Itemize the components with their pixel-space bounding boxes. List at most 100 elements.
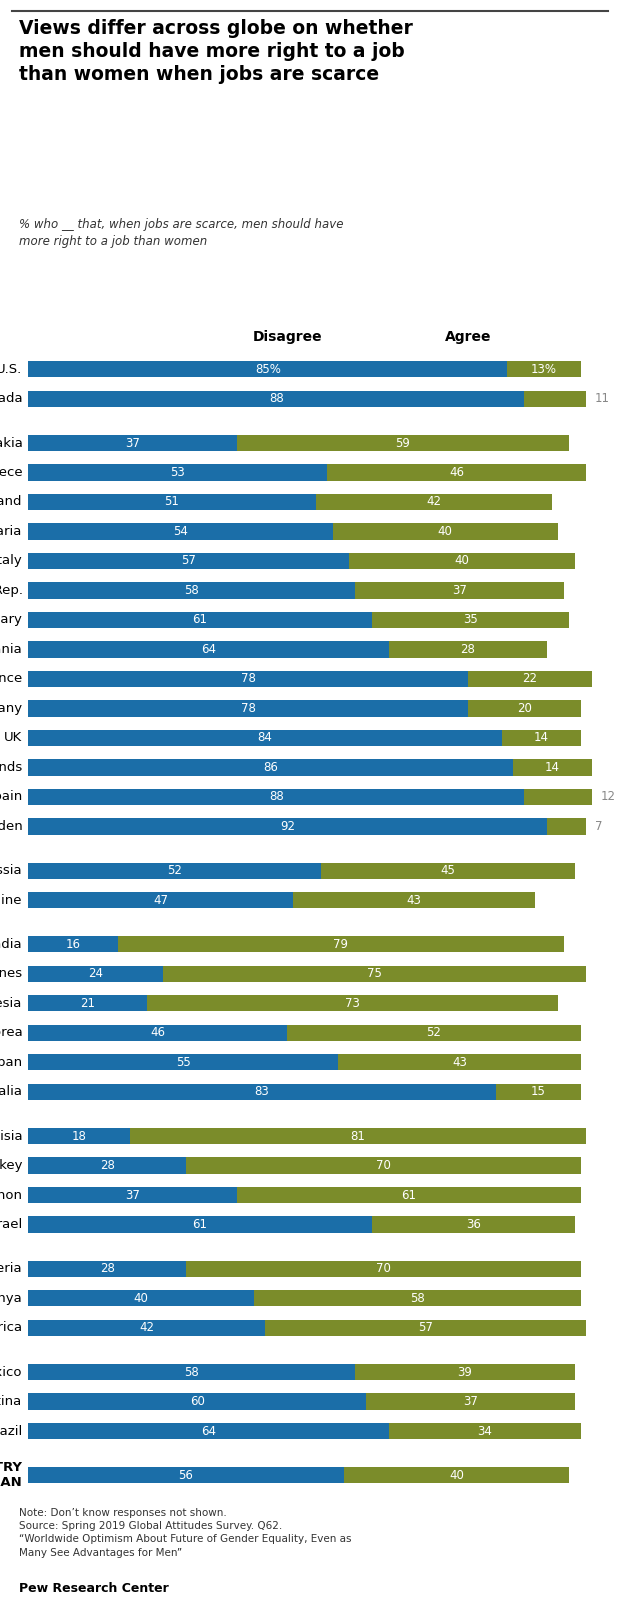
Text: 54: 54 — [173, 524, 188, 537]
Text: Slovakia: Slovakia — [0, 437, 22, 450]
Bar — [265, 1320, 586, 1336]
Text: Czech Rep.: Czech Rep. — [0, 584, 22, 597]
Text: 57: 57 — [182, 555, 197, 568]
Text: Australia: Australia — [0, 1086, 22, 1099]
Text: 28: 28 — [100, 1158, 115, 1171]
Text: Bulgaria: Bulgaria — [0, 524, 22, 537]
Text: Spain: Spain — [0, 791, 22, 804]
Text: 64: 64 — [201, 642, 216, 655]
Bar — [372, 1217, 575, 1233]
Bar — [524, 390, 586, 406]
Text: 51: 51 — [164, 495, 179, 508]
Text: 60: 60 — [190, 1395, 205, 1408]
Text: 43: 43 — [407, 893, 422, 906]
Text: Brazil: Brazil — [0, 1424, 22, 1437]
Text: Nigeria: Nigeria — [0, 1262, 22, 1275]
Bar — [28, 1364, 355, 1380]
Text: 22: 22 — [522, 673, 538, 686]
Bar — [389, 1422, 580, 1438]
Bar — [468, 701, 580, 717]
Text: 35: 35 — [463, 613, 478, 626]
Text: Lebanon: Lebanon — [0, 1189, 22, 1202]
Text: Disagree: Disagree — [252, 330, 322, 345]
Text: Lithuania: Lithuania — [0, 642, 22, 655]
Bar — [28, 1290, 254, 1306]
Text: 14: 14 — [545, 760, 560, 773]
Bar — [28, 937, 118, 953]
Text: 47: 47 — [153, 893, 168, 906]
Text: 39: 39 — [458, 1366, 472, 1379]
Text: 36: 36 — [466, 1218, 481, 1231]
Text: 37: 37 — [463, 1395, 478, 1408]
Bar — [28, 1024, 288, 1040]
Text: 88: 88 — [269, 392, 283, 404]
Text: % who __ that, when jobs are scarce, men should have
more right to a job than wo: % who __ that, when jobs are scarce, men… — [19, 218, 343, 248]
Text: 21: 21 — [80, 997, 95, 1010]
Bar — [28, 1055, 338, 1071]
Text: 75: 75 — [368, 968, 383, 981]
Text: 46: 46 — [150, 1026, 166, 1039]
Text: 12: 12 — [600, 791, 615, 804]
Text: South Korea: South Korea — [0, 1026, 22, 1039]
Bar — [332, 523, 558, 539]
Bar — [164, 966, 586, 982]
Text: 18: 18 — [71, 1129, 86, 1142]
Bar — [468, 671, 592, 688]
Bar — [186, 1157, 580, 1173]
Bar — [28, 862, 321, 879]
Text: 88: 88 — [269, 791, 283, 804]
Bar — [146, 995, 558, 1011]
Bar — [28, 892, 293, 908]
Text: 40: 40 — [438, 524, 453, 537]
Bar — [28, 819, 547, 835]
Text: 37: 37 — [125, 1189, 140, 1202]
Bar — [28, 1188, 237, 1204]
Bar — [28, 1217, 372, 1233]
Text: 52: 52 — [427, 1026, 441, 1039]
Bar — [355, 1364, 575, 1380]
Bar — [28, 553, 350, 570]
Text: 34-COUNTRY
MEDIAN: 34-COUNTRY MEDIAN — [0, 1461, 22, 1489]
Text: Indonesia: Indonesia — [0, 997, 22, 1010]
Text: 73: 73 — [345, 997, 360, 1010]
Text: Greece: Greece — [0, 466, 22, 479]
Text: 42: 42 — [139, 1322, 154, 1335]
Text: 28: 28 — [100, 1262, 115, 1275]
Text: 56: 56 — [179, 1469, 193, 1482]
Text: Germany: Germany — [0, 702, 22, 715]
Text: 46: 46 — [449, 466, 464, 479]
Text: 40: 40 — [133, 1291, 148, 1304]
Bar — [118, 937, 564, 953]
Bar — [355, 582, 564, 599]
Bar — [28, 390, 524, 406]
Bar — [28, 493, 316, 510]
Text: 58: 58 — [184, 584, 199, 597]
Text: 86: 86 — [263, 760, 278, 773]
Text: Tunisia: Tunisia — [0, 1129, 22, 1142]
Text: Mexico: Mexico — [0, 1366, 22, 1379]
Text: 59: 59 — [396, 437, 410, 450]
Bar — [28, 1084, 496, 1100]
Text: Ukraine: Ukraine — [0, 893, 22, 906]
Bar — [186, 1260, 580, 1277]
Bar — [28, 464, 327, 481]
Text: 61: 61 — [401, 1189, 416, 1202]
Text: 37: 37 — [125, 437, 140, 450]
Text: 13%: 13% — [531, 362, 557, 375]
Text: 64: 64 — [201, 1424, 216, 1437]
Bar — [237, 435, 569, 451]
Text: 78: 78 — [241, 673, 255, 686]
Text: 57: 57 — [418, 1322, 433, 1335]
Text: Note: Don’t know responses not shown.
Source: Spring 2019 Global Attitudes Surve: Note: Don’t know responses not shown. So… — [19, 1508, 351, 1558]
Text: 20: 20 — [516, 702, 531, 715]
Bar — [28, 730, 502, 746]
Bar — [28, 1320, 265, 1336]
Text: 45: 45 — [441, 864, 456, 877]
Bar — [366, 1393, 575, 1409]
Bar — [507, 361, 580, 377]
Text: Netherlands: Netherlands — [0, 760, 22, 773]
Text: 40: 40 — [454, 555, 469, 568]
Bar — [28, 361, 507, 377]
Bar — [327, 464, 586, 481]
Bar — [344, 1468, 569, 1484]
